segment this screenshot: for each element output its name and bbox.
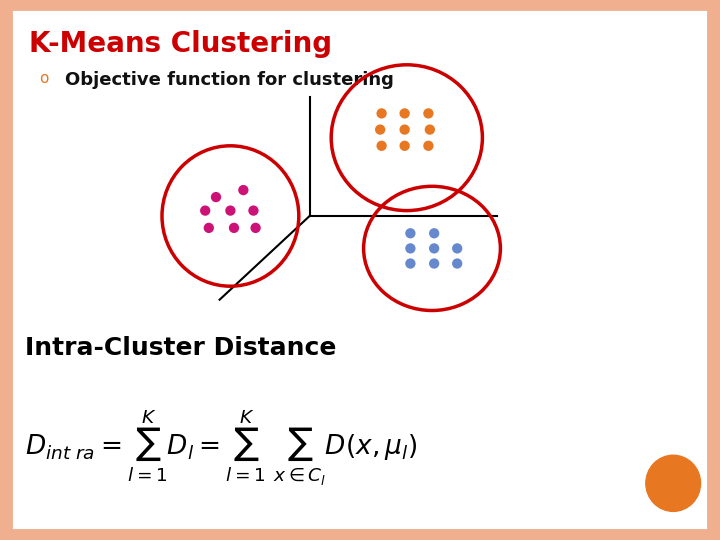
- Text: Intra-Cluster Distance: Intra-Cluster Distance: [25, 336, 336, 360]
- Point: [225, 206, 236, 215]
- Point: [250, 224, 261, 232]
- Point: [428, 229, 440, 238]
- Point: [399, 125, 410, 134]
- Point: [423, 109, 434, 118]
- Point: [405, 244, 416, 253]
- Text: $\mathit{D}_{\mathit{int\ ra}}= \sum_{l=1}^{K} \mathit{D}_l= \sum_{l=1}^{K}\ \su: $\mathit{D}_{\mathit{int\ ra}}= \sum_{l=…: [25, 408, 418, 488]
- Point: [399, 141, 410, 150]
- Point: [424, 125, 436, 134]
- Point: [405, 259, 416, 268]
- Point: [376, 109, 387, 118]
- Point: [451, 259, 463, 268]
- Point: [399, 109, 410, 118]
- Point: [451, 244, 463, 253]
- Point: [423, 141, 434, 150]
- Text: Objective function for clustering: Objective function for clustering: [65, 71, 394, 89]
- Point: [376, 141, 387, 150]
- Point: [405, 229, 416, 238]
- Point: [238, 186, 249, 194]
- Text: K-Means Clustering: K-Means Clustering: [29, 30, 332, 58]
- Point: [228, 224, 240, 232]
- Point: [248, 206, 259, 215]
- Text: o: o: [40, 71, 49, 86]
- Point: [374, 125, 386, 134]
- Point: [203, 224, 215, 232]
- Point: [199, 206, 211, 215]
- Ellipse shape: [646, 455, 701, 511]
- Point: [428, 259, 440, 268]
- Point: [428, 244, 440, 253]
- Point: [210, 193, 222, 201]
